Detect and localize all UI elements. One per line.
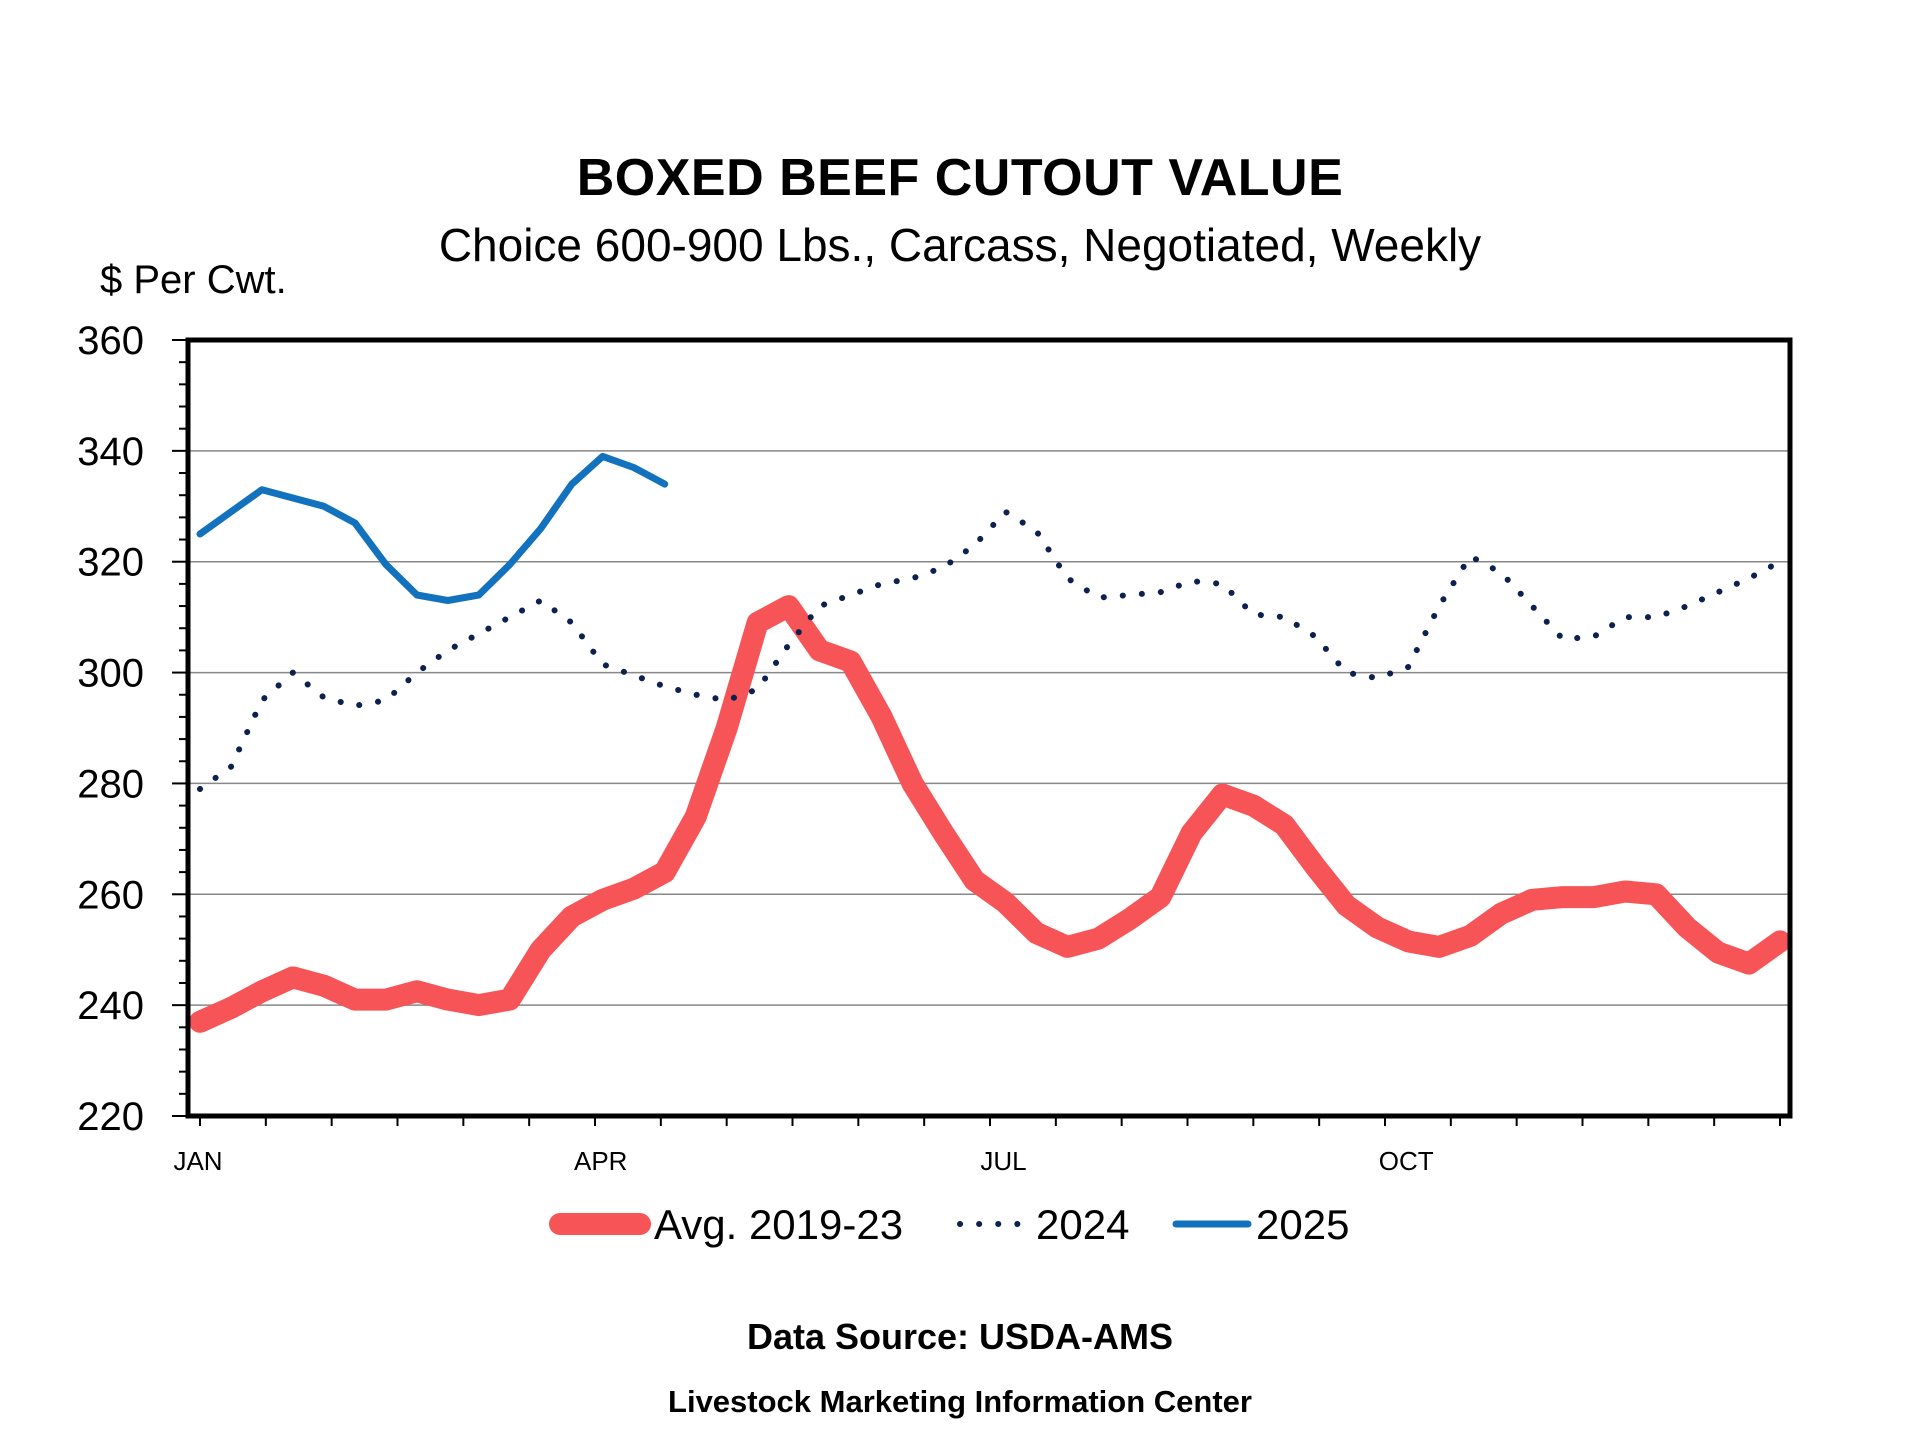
data-source-note: Data Source: USDA-AMS [746,1316,1174,1357]
x-tick-label: JAN [173,1146,222,1176]
x-tick-label: OCT [1379,1146,1434,1176]
organization-note: Livestock Marketing Information Center [668,1384,1252,1419]
y-tick-label: 220 [77,1095,144,1139]
series-line-2 [197,508,1783,792]
y-tick-label: 340 [77,430,144,474]
axis-ticks [172,339,1781,1126]
y-tick-label: 240 [77,984,144,1028]
series-line-1 [189,595,1791,1033]
y-tick-labels: 220 240 260 280 300 320 340 360 [77,319,144,1139]
series-line-3 [196,452,669,604]
y-tick-label: 300 [77,652,144,696]
legend-label-2: 2024 [1036,1201,1129,1248]
gridlines [188,450,1790,1006]
x-tick-labels: JAN APR JUL OCT [173,1146,1433,1176]
y-axis-unit-label: $ Per Cwt. [100,258,287,302]
x-tick-label: APR [574,1146,627,1176]
y-tick-label: 320 [77,541,144,585]
y-tick-label: 280 [77,762,144,806]
series-lines [189,452,1791,1033]
legend-label-1: Avg. 2019-23 [654,1201,903,1248]
legend: Avg. 2019-23 2024 2025 [549,1201,1349,1248]
plot-frame [185,337,1793,1119]
x-tick-label: JUL [980,1146,1026,1176]
y-tick-label: 360 [77,319,144,363]
chart-subtitle: Choice 600-900 Lbs., Carcass, Negotiated… [438,219,1482,271]
y-tick-label: 260 [77,873,144,917]
legend-label-3: 2025 [1256,1201,1349,1248]
chart-title: BOXED BEEF CUTOUT VALUE [576,149,1344,207]
